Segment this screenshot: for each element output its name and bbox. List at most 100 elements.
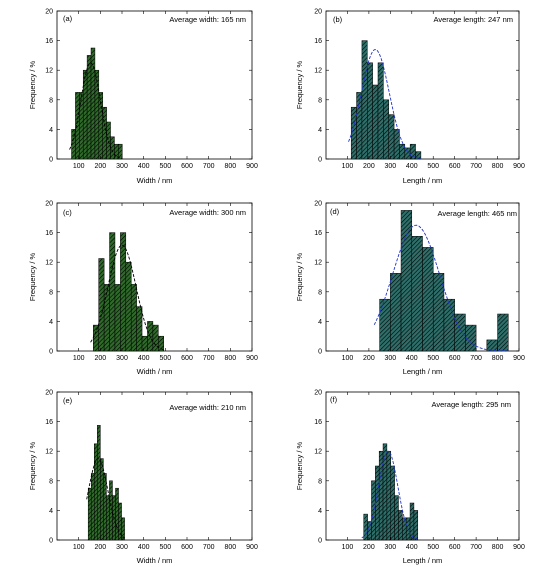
y-tick-label: 8: [49, 97, 53, 104]
gaussian-fit-curve: [373, 224, 509, 352]
y-tick-label: 16: [314, 230, 322, 237]
y-tick-label: 16: [45, 38, 53, 45]
histogram-bar: [141, 335, 148, 352]
y-tick-label: 12: [314, 68, 322, 75]
histogram-bar: [109, 232, 116, 352]
x-tick-label: 400: [406, 163, 418, 170]
x-tick-label: 900: [513, 163, 525, 170]
x-tick-label: 200: [94, 355, 106, 362]
x-tick-label: 100: [342, 355, 354, 362]
histogram-bar: [486, 339, 498, 352]
panel-d: (d) Average length: 465 nm Length / nm F…: [295, 201, 525, 377]
x-tick-label: 200: [94, 163, 106, 170]
x-tick-label: 800: [492, 544, 504, 551]
x-tick-label: 800: [224, 163, 236, 170]
annotation-average: Average width: 300 nm: [169, 208, 246, 217]
x-tick-label: 700: [470, 163, 482, 170]
histogram-bar: [386, 450, 392, 541]
panel-a: (a) Average width: 165 nm Width / nm Fre…: [28, 9, 258, 186]
x-tick-label: 100: [73, 163, 85, 170]
x-tick-label: 700: [203, 544, 215, 551]
histogram-bar: [377, 62, 384, 160]
panel-f: (f) Average length: 295 nm Length / nm F…: [295, 390, 525, 566]
histogram-bar: [367, 62, 373, 160]
histogram-bar: [79, 92, 84, 160]
y-tick-label: 8: [318, 289, 322, 296]
x-tick-label: 800: [224, 544, 236, 551]
histogram-bar: [87, 487, 92, 541]
histogram-bar: [136, 306, 143, 352]
x-tick-label: 100: [342, 163, 354, 170]
x-tick-label: 400: [138, 544, 150, 551]
x-tick-label: 500: [427, 544, 439, 551]
x-tick-label: 200: [363, 163, 375, 170]
panel-label: (c): [63, 208, 72, 217]
y-tick-label: 12: [45, 449, 53, 456]
x-tick-label: 400: [406, 544, 418, 551]
y-tick-label: 16: [314, 38, 322, 45]
y-tick-label: 8: [318, 97, 322, 104]
x-tick-label: 900: [513, 355, 525, 362]
y-tick-label: 4: [318, 127, 322, 134]
y-axis-label: Frequency / %: [295, 252, 304, 301]
panel-b: (b) Average length: 247 nm Length / nm F…: [295, 9, 525, 186]
x-tick-label: 900: [246, 163, 258, 170]
y-tick-label: 20: [45, 390, 53, 397]
y-tick-label: 4: [49, 127, 53, 134]
histogram-bar: [93, 324, 99, 352]
histogram-bar: [383, 99, 389, 160]
x-tick-label: 300: [116, 355, 128, 362]
histogram-bar: [86, 55, 92, 160]
x-tick-label: 500: [427, 163, 439, 170]
panel-label: (a): [63, 14, 73, 23]
panel-e: (e) Average width: 210 nm Width / nm Fre…: [28, 390, 258, 566]
panel-label: (d): [330, 207, 340, 216]
plot-frame: [325, 391, 520, 541]
x-tick-label: 200: [363, 544, 375, 551]
y-tick-label: 12: [314, 260, 322, 267]
y-tick-label: 16: [45, 230, 53, 237]
x-tick-label: 600: [181, 163, 193, 170]
histogram-bar: [121, 517, 125, 541]
y-tick-label: 0: [49, 157, 53, 164]
x-tick-label: 200: [363, 355, 375, 362]
x-tick-label: 500: [159, 163, 171, 170]
histogram-bar: [432, 273, 445, 352]
histogram-bar: [422, 247, 434, 352]
y-tick-label: 12: [314, 449, 322, 456]
y-tick-label: 12: [45, 68, 53, 75]
y-axis-label: Frequency / %: [28, 60, 37, 109]
panel-label: (f): [330, 395, 338, 404]
x-tick-label: 500: [159, 355, 171, 362]
histogram-bar: [394, 495, 399, 541]
annotation-average: Average length: 295 nm: [431, 400, 511, 409]
histogram-bar: [158, 335, 164, 352]
plot-frame: [56, 10, 253, 160]
histogram-bar: [390, 465, 395, 541]
histogram-bar: [103, 473, 107, 541]
x-tick-label: 800: [492, 355, 504, 362]
histogram-bar: [103, 284, 110, 352]
x-tick-label: 600: [181, 355, 193, 362]
histogram-bar: [443, 298, 455, 352]
histogram-bar: [454, 313, 466, 352]
x-tick-label: 300: [116, 544, 128, 551]
histogram-bar: [98, 258, 105, 352]
histogram-bar: [97, 425, 101, 541]
histogram-bar: [497, 313, 509, 352]
x-tick-label: 800: [492, 163, 504, 170]
y-tick-label: 20: [314, 9, 322, 16]
gaussian-fit-curve: [90, 244, 164, 351]
y-axis-label: Frequency / %: [295, 441, 304, 490]
annotation-average: Average width: 165 nm: [169, 15, 246, 24]
y-axis-label: Frequency / %: [295, 60, 304, 109]
y-tick-label: 8: [318, 478, 322, 485]
x-tick-label: 300: [384, 163, 396, 170]
histogram-bar: [393, 129, 400, 160]
x-tick-label: 900: [246, 544, 258, 551]
plot-frame: [325, 10, 520, 160]
histogram-bar: [409, 502, 415, 541]
x-tick-label: 300: [384, 544, 396, 551]
x-tick-label: 700: [470, 355, 482, 362]
annotation-average: Average width: 210 nm: [169, 403, 246, 412]
